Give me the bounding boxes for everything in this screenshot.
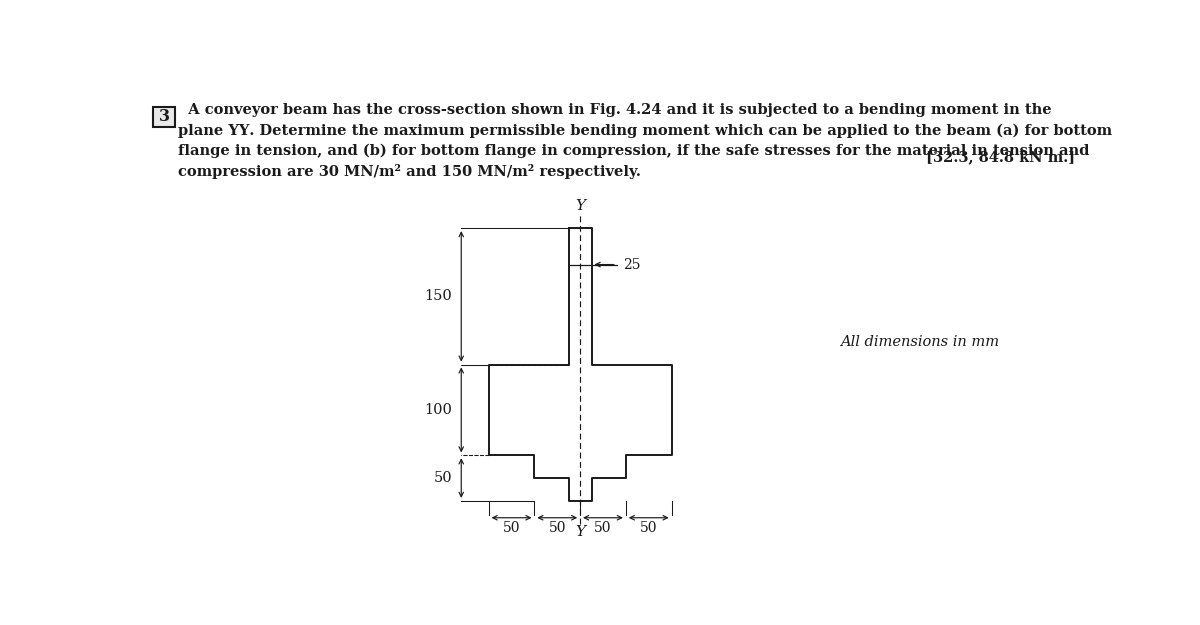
Text: Y: Y bbox=[575, 525, 586, 539]
Text: 25: 25 bbox=[623, 258, 641, 272]
Text: 50: 50 bbox=[594, 521, 612, 535]
Text: 3: 3 bbox=[158, 108, 169, 125]
Text: 100: 100 bbox=[424, 403, 452, 417]
Text: 50: 50 bbox=[503, 521, 521, 535]
Text: A conveyor beam has the cross-section shown in Fig. 4.24 and it is subjected to : A conveyor beam has the cross-section sh… bbox=[178, 104, 1112, 179]
Text: 150: 150 bbox=[424, 289, 452, 303]
Text: 50: 50 bbox=[640, 521, 658, 535]
Text: Y: Y bbox=[575, 199, 586, 213]
Text: All dimensions in mm: All dimensions in mm bbox=[840, 335, 998, 349]
Text: 50: 50 bbox=[433, 471, 452, 485]
Text: 50: 50 bbox=[548, 521, 566, 535]
Text: [32.3, 84.8 kN m.]: [32.3, 84.8 kN m.] bbox=[926, 151, 1075, 164]
FancyBboxPatch shape bbox=[154, 107, 175, 127]
